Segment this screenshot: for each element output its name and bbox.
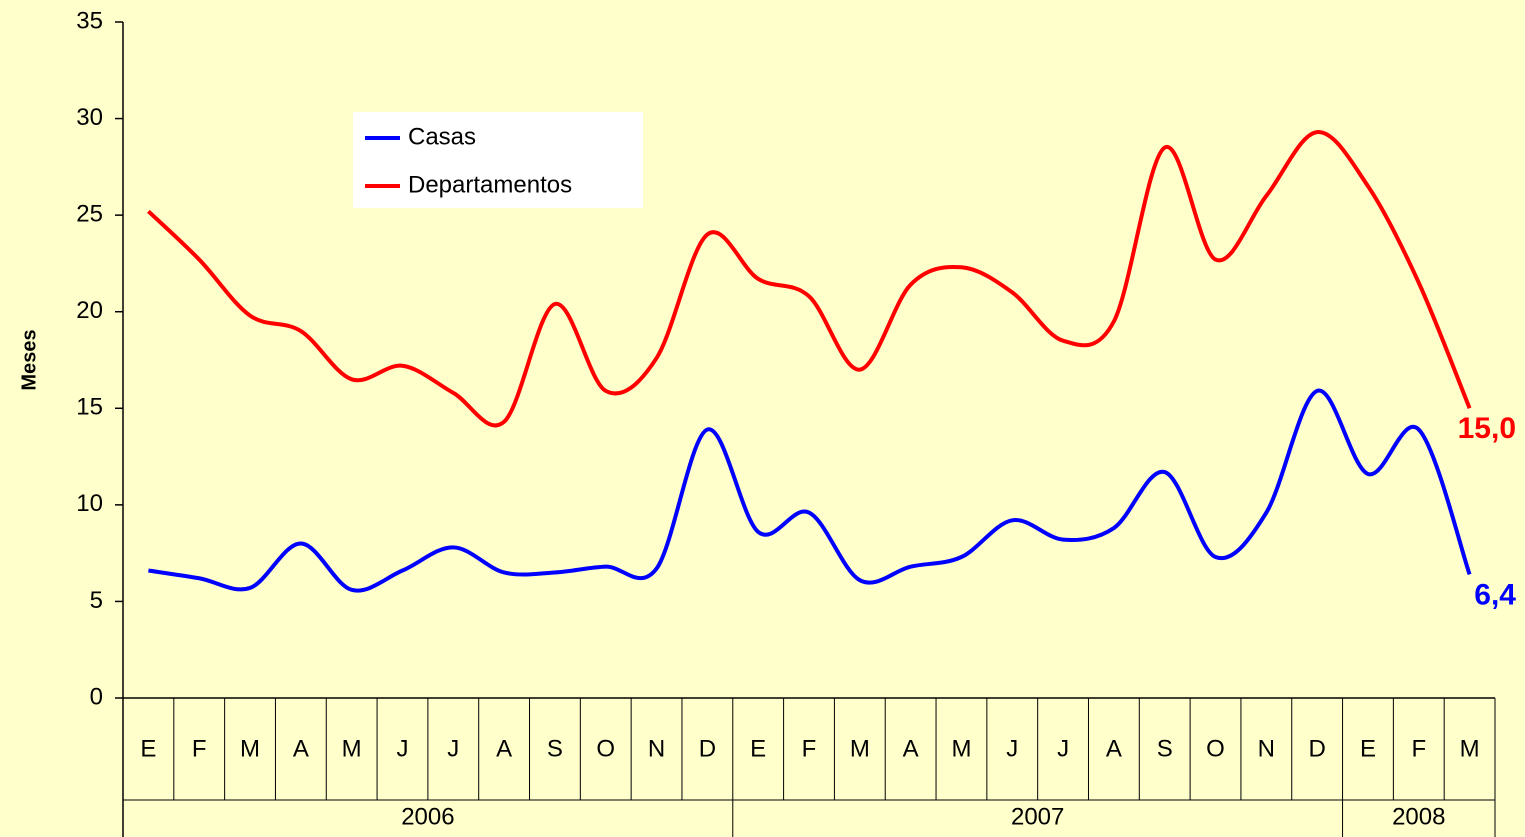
x-tick-label: J — [1006, 735, 1018, 762]
x-tick-label: F — [802, 735, 817, 762]
legend-label: Departamentos — [408, 171, 572, 198]
group-label: 2006 — [401, 803, 454, 830]
x-tick-label: M — [1460, 735, 1480, 762]
x-tick-label: F — [1411, 735, 1426, 762]
data-label: 6,4 — [1474, 578, 1516, 611]
x-tick-label: D — [1308, 735, 1325, 762]
y-tick-label: 25 — [76, 200, 103, 227]
y-tick-label: 15 — [76, 394, 103, 421]
x-tick-label: F — [192, 735, 207, 762]
series-line — [148, 388, 1472, 593]
y-tick-label: 35 — [76, 7, 103, 34]
x-tick-label: S — [1157, 735, 1173, 762]
x-tick-label: A — [293, 735, 309, 762]
y-tick-label: 10 — [76, 490, 103, 517]
x-tick-label: M — [240, 735, 260, 762]
x-tick-label: O — [1206, 735, 1225, 762]
x-tick-label: O — [596, 735, 615, 762]
x-tick-label: M — [342, 735, 362, 762]
y-tick-label: 5 — [90, 587, 103, 614]
x-tick-label: E — [750, 735, 766, 762]
y-tick-label: 0 — [90, 683, 103, 710]
x-tick-label: A — [496, 735, 512, 762]
legend-box — [353, 112, 643, 208]
x-tick-label: A — [903, 735, 919, 762]
group-label: 2007 — [1011, 803, 1064, 830]
x-tick-label: N — [1258, 735, 1275, 762]
y-tick-label: 20 — [76, 297, 103, 324]
x-tick-label: J — [396, 735, 408, 762]
x-tick-label: E — [1360, 735, 1376, 762]
x-tick-label: D — [699, 735, 716, 762]
legend-label: Casas — [408, 123, 476, 150]
x-tick-label: M — [951, 735, 971, 762]
y-tick-label: 30 — [76, 104, 103, 131]
x-tick-label: M — [850, 735, 870, 762]
group-label: 2008 — [1392, 803, 1445, 830]
series-line — [147, 130, 1472, 428]
x-tick-label: J — [1057, 735, 1069, 762]
y-axis-label: Meses — [18, 329, 40, 390]
x-tick-label: S — [547, 735, 563, 762]
x-tick-label: A — [1106, 735, 1122, 762]
data-label: 15,0 — [1458, 412, 1516, 445]
x-tick-label: E — [140, 735, 156, 762]
x-tick-label: N — [648, 735, 665, 762]
x-tick-label: J — [447, 735, 459, 762]
